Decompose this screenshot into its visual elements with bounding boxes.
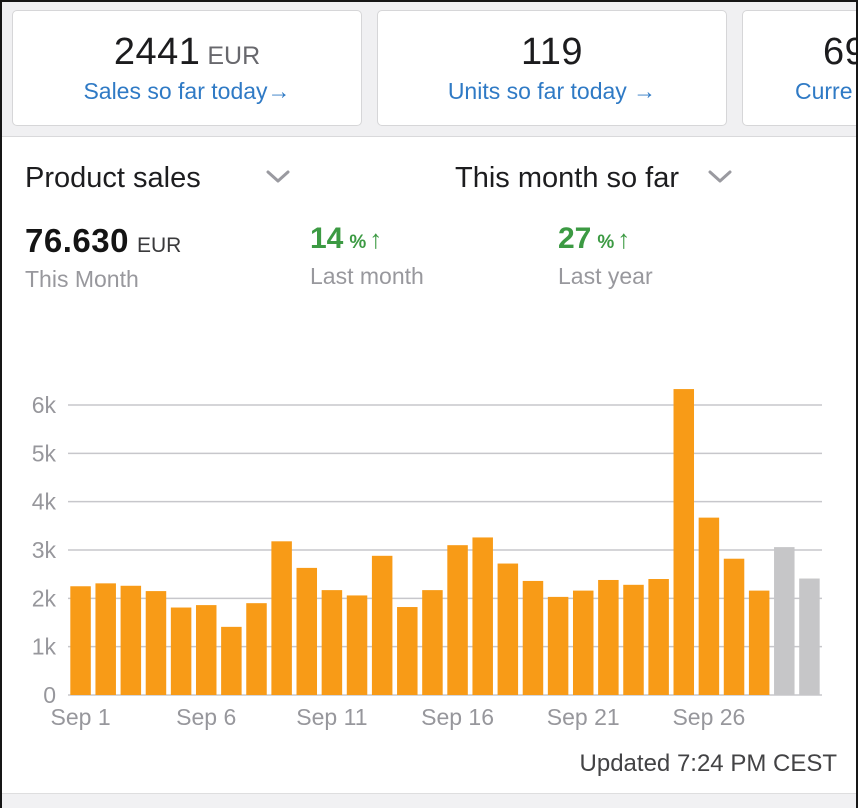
screen-edge-top bbox=[0, 0, 858, 2]
x-tick-label: Sep 26 bbox=[672, 704, 745, 730]
percent-sign: % bbox=[597, 232, 615, 253]
current-card-value: 69 bbox=[823, 31, 858, 73]
y-tick-label: 0 bbox=[43, 682, 56, 708]
bar-sep-27[interactable] bbox=[723, 558, 745, 695]
x-tick-label: Sep 21 bbox=[547, 704, 620, 730]
sales-today-value: 2441 EUR bbox=[113, 31, 261, 73]
chevron-down-icon bbox=[706, 167, 734, 190]
y-tick-label: 1k bbox=[32, 634, 57, 660]
total-label: This Month bbox=[25, 266, 139, 292]
bar-sep-3[interactable] bbox=[120, 585, 142, 695]
summary-cards-strip: 2441 EUR Sales so far today→ 119 Units so… bbox=[0, 0, 858, 137]
x-tick-label: Sep 11 bbox=[296, 704, 367, 730]
last-month-label: Last month bbox=[310, 263, 424, 289]
x-tick-label: Sep 6 bbox=[176, 704, 236, 730]
metric-header: Product sales This month so far bbox=[0, 164, 858, 204]
sales-today-card[interactable]: 2441 EUR Sales so far today→ bbox=[12, 10, 362, 126]
bar-sep-30[interactable] bbox=[799, 578, 820, 695]
updated-timestamp: Updated 7:24 PM CEST bbox=[579, 750, 837, 777]
bar-sep-19[interactable] bbox=[522, 580, 544, 695]
bar-sep-11[interactable] bbox=[321, 590, 343, 695]
last-year-label: Last year bbox=[558, 263, 653, 289]
sales-today-link[interactable]: Sales so far today→ bbox=[83, 78, 291, 104]
last-month-pct: 14 bbox=[310, 222, 344, 255]
stat-total: 76.630 EUR This Month bbox=[25, 224, 181, 291]
arrow-right-icon: → bbox=[267, 78, 291, 104]
x-tick-label: Sep 1 bbox=[51, 704, 111, 730]
y-tick-label: 6k bbox=[32, 392, 57, 418]
bar-sep-7[interactable] bbox=[221, 626, 242, 695]
sales-today-unit: EUR bbox=[207, 42, 261, 70]
bar-sep-16[interactable] bbox=[447, 545, 468, 695]
screen-edge-right bbox=[856, 0, 858, 808]
arrow-right-icon: → bbox=[633, 78, 657, 104]
current-visitors-card[interactable]: 69 Curre bbox=[742, 10, 858, 126]
period-selector[interactable]: This month so far bbox=[455, 164, 734, 193]
bar-sep-29[interactable] bbox=[774, 547, 795, 695]
bar-sep-12[interactable] bbox=[346, 595, 368, 695]
units-today-value: 119 bbox=[520, 31, 584, 73]
bar-sep-14[interactable] bbox=[397, 607, 418, 695]
bar-sep-13[interactable] bbox=[371, 555, 393, 695]
bar-sep-24[interactable] bbox=[648, 579, 669, 695]
y-tick-label: 2k bbox=[32, 585, 57, 611]
bar-sep-22[interactable] bbox=[598, 579, 619, 695]
bar-sep-8[interactable] bbox=[246, 603, 267, 695]
bar-sep-21[interactable] bbox=[572, 590, 594, 695]
percent-sign: % bbox=[349, 232, 367, 253]
period-selector-label: This month so far bbox=[455, 162, 680, 194]
current-card-link[interactable]: Curre bbox=[795, 78, 853, 104]
stat-vs-last-year: 27 % ↑ Last year bbox=[558, 224, 653, 288]
units-today-link[interactable]: Units so far today → bbox=[447, 78, 657, 104]
bar-sep-26[interactable] bbox=[698, 517, 720, 695]
total-unit: EUR bbox=[136, 234, 182, 257]
bar-sep-15[interactable] bbox=[422, 590, 443, 695]
bar-sep-4[interactable] bbox=[145, 591, 167, 695]
screen-edge-left bbox=[0, 0, 2, 808]
stats-row: 76.630 EUR This Month 14 % ↑ Last month … bbox=[0, 224, 858, 304]
up-arrow-icon: ↑ bbox=[369, 224, 383, 254]
chevron-down-icon bbox=[264, 167, 292, 190]
up-arrow-icon: ↑ bbox=[617, 224, 631, 254]
bar-sep-6[interactable] bbox=[195, 605, 217, 695]
bottom-strip bbox=[0, 793, 858, 808]
bar-sep-17[interactable] bbox=[472, 537, 493, 695]
bar-sep-9[interactable] bbox=[271, 541, 292, 695]
bar-sep-10[interactable] bbox=[296, 567, 318, 695]
y-tick-label: 3k bbox=[32, 537, 57, 563]
total-value: 76.630 bbox=[25, 222, 129, 259]
y-tick-label: 4k bbox=[32, 489, 57, 515]
units-today-card[interactable]: 119 Units so far today → bbox=[377, 10, 727, 126]
bar-sep-1[interactable] bbox=[70, 586, 91, 695]
bar-sep-5[interactable] bbox=[170, 607, 192, 695]
bar-sep-20[interactable] bbox=[547, 596, 569, 695]
bar-sep-25[interactable] bbox=[673, 389, 695, 695]
last-year-pct: 27 bbox=[558, 222, 592, 255]
y-tick-label: 5k bbox=[32, 440, 57, 466]
metric-selector[interactable]: Product sales bbox=[25, 164, 292, 193]
bar-sep-18[interactable] bbox=[497, 563, 519, 695]
bar-sep-28[interactable] bbox=[748, 590, 770, 695]
x-tick-label: Sep 16 bbox=[421, 704, 494, 730]
metric-selector-label: Product sales bbox=[25, 162, 201, 194]
stat-vs-last-month: 14 % ↑ Last month bbox=[310, 224, 424, 288]
product-sales-bar-chart: 0 1k 2k 3k 4k 5k 6k Sep 1 Sep 6 Sep 11 Sep 16 Sep 2… bbox=[32, 389, 822, 730]
bar-sep-23[interactable] bbox=[623, 584, 644, 695]
bar-sep-2[interactable] bbox=[95, 583, 116, 695]
